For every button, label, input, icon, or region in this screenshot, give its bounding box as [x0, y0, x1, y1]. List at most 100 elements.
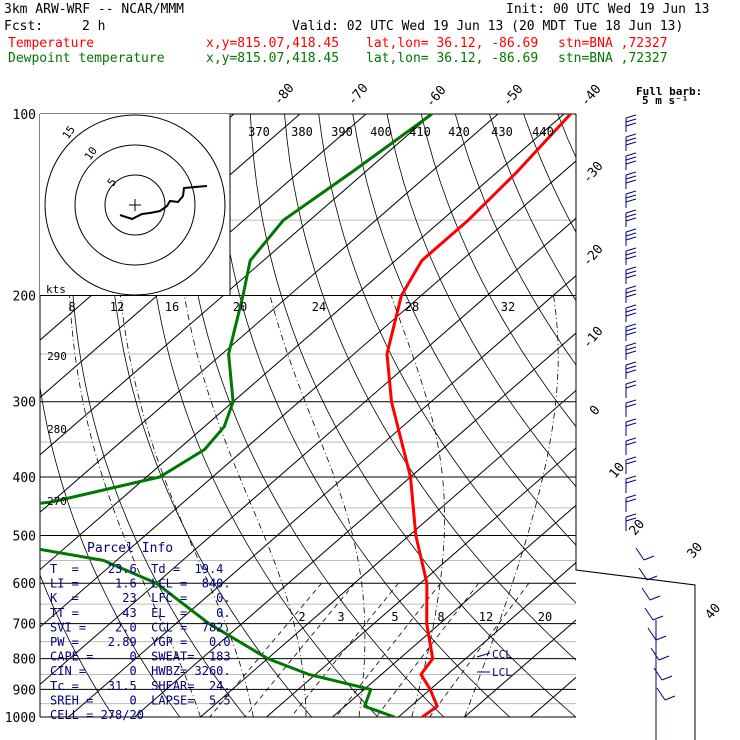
wind-barb-flag [625, 361, 637, 366]
wind-barb-flag [625, 274, 637, 279]
moist-adiabat [464, 295, 559, 717]
init-time: Init: 00 UTC Wed 19 Jun 13 [506, 2, 710, 17]
dry-adiabat [108, 114, 312, 717]
hodograph-ring-label: 15 [60, 123, 78, 141]
speed-scale-label: 28 [405, 300, 419, 314]
pressure-label: 200 [13, 290, 36, 305]
wind-barb-flag [625, 122, 637, 127]
pressure-label: 300 [13, 396, 36, 411]
isotherm [40, 160, 576, 628]
pressure-label: 1000 [5, 711, 36, 726]
frame-right [575, 114, 696, 740]
speed-scale-label: 12 [110, 300, 124, 314]
dry-adiabat [592, 114, 740, 717]
hodograph-ring-label: 10 [82, 144, 100, 162]
isotherm [40, 114, 433, 456]
wind-barb-flag [625, 350, 637, 355]
wind-barb-flag [625, 209, 637, 214]
isotherm [398, 561, 576, 717]
theta-label: 270 [47, 495, 67, 508]
dry-adiabat [660, 114, 740, 717]
wind-barb-flag [625, 213, 637, 218]
isotherm [332, 504, 576, 717]
valid-time: Valid: 02 UTC Wed 19 Jun 13 (20 MDT Tue … [292, 19, 684, 34]
theta-label: 370 [248, 125, 270, 139]
wind-barb [644, 607, 654, 621]
wind-barb-flag [652, 615, 664, 621]
pressure-label: 800 [13, 653, 36, 668]
wind-barb-flag [664, 695, 676, 701]
dry-adiabat [40, 114, 181, 717]
dry-adiabat [249, 114, 576, 717]
mixing-ratio-line [290, 582, 399, 717]
wind-barb-flag [625, 270, 637, 275]
dry-adiabat [284, 114, 576, 661]
barb-key-value: 5 m s⁻¹ [642, 94, 688, 107]
wind-barb-flag [625, 304, 637, 309]
wind-barb [635, 547, 645, 561]
dry-adiabat [557, 114, 576, 159]
theta-label: 410 [409, 125, 431, 139]
dry-adiabat [181, 114, 444, 717]
parcel-info-title: Parcel Info [87, 541, 173, 556]
wind-barb-flag [625, 308, 637, 313]
wind-barb-flag [625, 141, 637, 146]
wind-barb [641, 587, 651, 601]
theta-label: 420 [448, 125, 470, 139]
dry-adiabat [454, 114, 576, 366]
wind-barb-flag [649, 595, 661, 601]
parcel-info-row: CIN = 0 HWBZ= 3260. [50, 664, 231, 678]
pressure-label: 600 [13, 577, 36, 592]
wind-barb-flag [625, 418, 637, 423]
temperature-station: stn=BNA ,72327 [558, 36, 668, 51]
ccl-marker [476, 652, 491, 658]
hodograph-ring [104, 174, 166, 236]
wind-barb-flag [625, 517, 637, 522]
wind-barb-flag [625, 251, 637, 256]
wind-barb-flag [661, 675, 673, 681]
mixing-ratio-line [429, 582, 530, 717]
isotherm-label: 0 [587, 403, 604, 419]
wind-barb-flag [625, 327, 637, 332]
pressure-label: 400 [13, 471, 36, 486]
dry-adiabat [386, 114, 576, 488]
dry-adiabat [523, 114, 576, 233]
wind-barb-flag [625, 323, 637, 328]
wind-barb-flag [625, 156, 637, 161]
mixing-ratio-label: 3 [337, 610, 344, 624]
wind-barb-flag [625, 513, 637, 518]
dry-adiabat [318, 114, 576, 604]
wind-barb-flag [625, 342, 637, 347]
wind-barb-flag [625, 190, 637, 195]
wind-barb-flag [625, 137, 637, 142]
model-title: 3km ARW-WRF -- NCAR/MMM [4, 2, 185, 17]
wind-barb-flag [625, 247, 637, 252]
parcel-info-row: K = 23 LFC = 0. [50, 591, 231, 605]
hodograph-trace [119, 185, 208, 221]
wind-barb [638, 567, 648, 581]
isotherm-label: -60 [423, 83, 450, 111]
dry-adiabat [40, 573, 115, 717]
pressure-label: 700 [13, 618, 36, 633]
wind-barb-flag [625, 403, 637, 408]
wind-barb [656, 687, 666, 701]
theta-label: 400 [370, 125, 392, 139]
wind-barb-flag [625, 194, 637, 199]
parcel-info-row: CELL = 278/20 [50, 708, 144, 722]
mixing-ratio-line [335, 582, 441, 717]
parcel-info-row: TT = 43 EL = 0. [50, 606, 231, 620]
wind-barb-flag [625, 255, 637, 260]
mixing-ratio-line [209, 582, 322, 717]
mixing-ratio-label: 8 [437, 610, 444, 624]
moist-adiabat [390, 295, 445, 717]
dry-adiabat [489, 114, 576, 302]
isotherm-label: 10 [607, 460, 629, 482]
wind-barb [650, 647, 660, 661]
wind-barb-flag [625, 232, 637, 237]
dry-adiabat [215, 114, 510, 717]
dewpoint-legend: Dewpoint temperature [8, 51, 165, 66]
wind-barb-flag [625, 369, 637, 374]
parcel-info-row: SREH = 0 LAPSE= 5.5 [50, 693, 231, 707]
isotherm [464, 619, 576, 717]
